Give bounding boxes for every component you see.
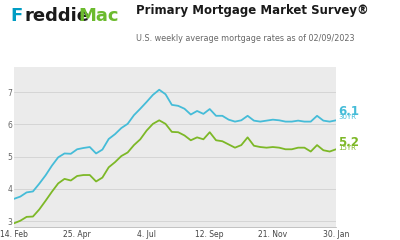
Text: F: F bbox=[10, 7, 22, 25]
Text: U.S. weekly average mortgage rates as of 02/09/2023: U.S. weekly average mortgage rates as of… bbox=[136, 34, 354, 43]
Text: 15YR: 15YR bbox=[338, 145, 356, 151]
Text: 5.2: 5.2 bbox=[338, 136, 359, 149]
Text: reddie: reddie bbox=[25, 7, 90, 25]
Text: Mac: Mac bbox=[78, 7, 118, 25]
Text: Primary Mortgage Market Survey®: Primary Mortgage Market Survey® bbox=[136, 4, 369, 17]
Text: 6.1: 6.1 bbox=[338, 105, 359, 118]
Text: 30YR: 30YR bbox=[338, 114, 356, 120]
